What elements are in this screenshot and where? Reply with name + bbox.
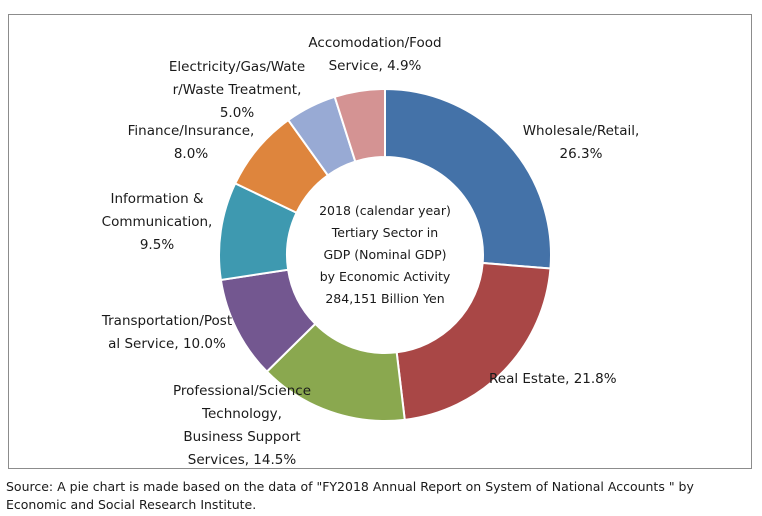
slice-label-line: Information & [111,191,204,207]
slice-label: Transportation/Post al Service, 10.0% [101,313,232,352]
slice-label-line: Electricity/Gas/Wate [169,59,305,75]
donut-slice [333,87,386,163]
slice-label: Finance/Insurance, 8.0% [128,123,255,162]
center-label-line: 2018 (calendar year) [319,203,451,218]
donut-chart: Wholesale/Retail, 26.3% Real Estate, 21.8%… [101,35,639,468]
center-label-line: 284,151 Billion Yen [325,291,444,306]
slice-label-line: Real Estate, 21.8% [489,371,617,387]
slice-label-line: al Service, 10.0% [108,336,226,352]
slice-label-line: Transportation/Post [101,313,232,329]
center-label-line: by Economic Activity [320,269,451,284]
slice-label-line: 5.0% [220,105,254,121]
slice-label: Electricity/Gas/Wate r/Waste Treatment, 5.… [169,59,305,121]
slice-label-line: Services, 14.5% [188,452,297,468]
slice-labels: Wholesale/Retail, 26.3% Real Estate, 21.8%… [101,35,639,468]
slice-label: Professional/Science Technology, Business … [173,383,311,468]
slice-label-line: r/Waste Treatment, [173,82,302,98]
donut-slice [384,87,552,270]
slice-label: Information & Communication, 9.5% [102,191,213,253]
slice-label-line: Professional/Science [173,383,311,399]
center-label-line: GDP (Nominal GDP) [323,247,446,262]
slice-label-line: 26.3% [560,146,603,162]
source-note: Source: A pie chart is made based on the… [6,479,694,512]
center-label: 2018 (calendar year) Tertiary Sector in GD… [319,203,451,306]
slice-label-line: Wholesale/Retail, [523,123,640,139]
slice-label-line: Finance/Insurance, [128,123,255,139]
slice-label: Real Estate, 21.8% [489,371,617,387]
slice-label-line: Communication, [102,214,213,230]
slice-label-line: Technology, [201,406,282,422]
slices-group [218,87,552,422]
center-text: 2018 (calendar year) Tertiary Sector in GD… [319,203,451,306]
chart-frame: Wholesale/Retail, 26.3% Real Estate, 21.8%… [8,14,752,469]
slice-label-line: Accomodation/Food [308,35,441,51]
slice-label-line: 8.0% [174,146,208,162]
slice-label-line: Business Support [183,429,300,445]
slice-label: Accomodation/Food Service, 4.9% [308,35,441,74]
slice-label: Wholesale/Retail, 26.3% [523,123,640,162]
slice-label-line: Service, 4.9% [329,58,422,74]
center-label-line: Tertiary Sector in [331,225,438,240]
donut-slice [395,261,552,421]
slice-label-line: 9.5% [140,237,174,253]
